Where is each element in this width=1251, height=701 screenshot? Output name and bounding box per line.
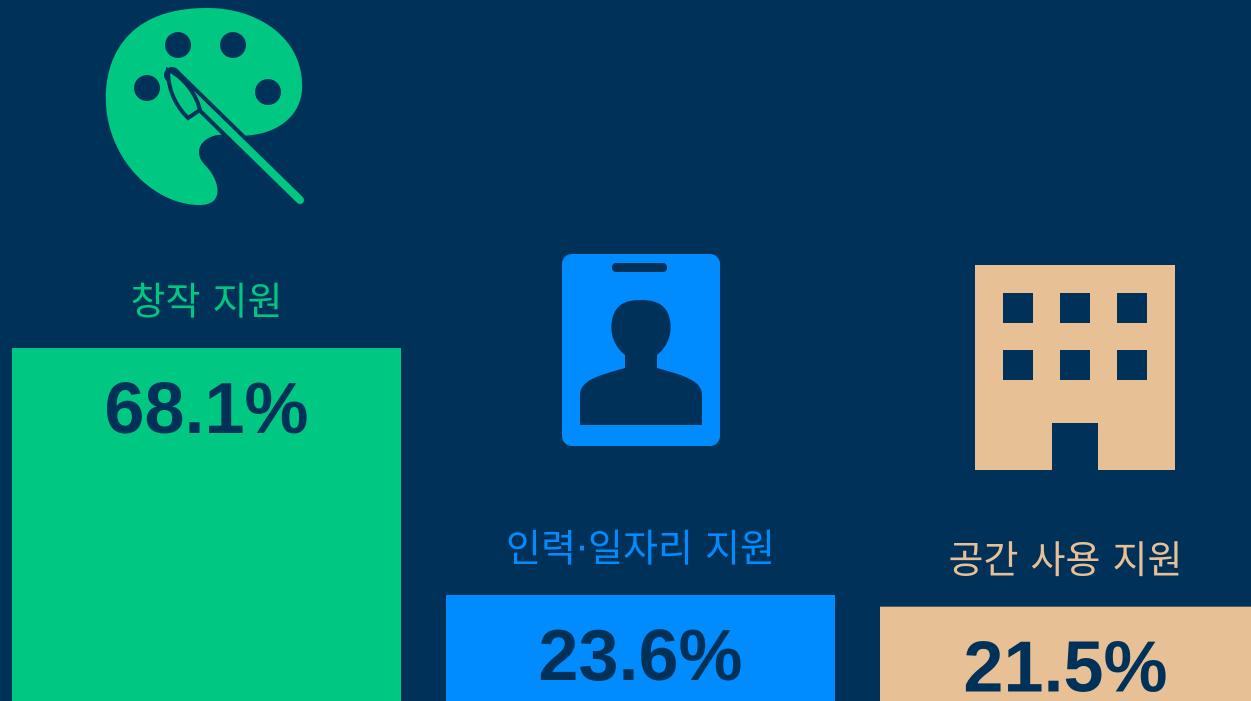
bar: [880, 606, 1251, 701]
building-icon: [975, 265, 1175, 470]
bar: [446, 595, 835, 701]
value-label: 23.6%: [538, 616, 742, 696]
category-label: 창작 지원: [131, 280, 283, 324]
value-label: 21.5%: [963, 628, 1167, 701]
bar: [12, 348, 401, 701]
id-badge-icon: [562, 254, 720, 446]
category-label: 인력·일자리 지원: [506, 527, 775, 571]
category-label: 공간 사용 지원: [949, 538, 1183, 582]
palette-icon: [105, 8, 308, 208]
value-label: 68.1%: [104, 369, 308, 449]
